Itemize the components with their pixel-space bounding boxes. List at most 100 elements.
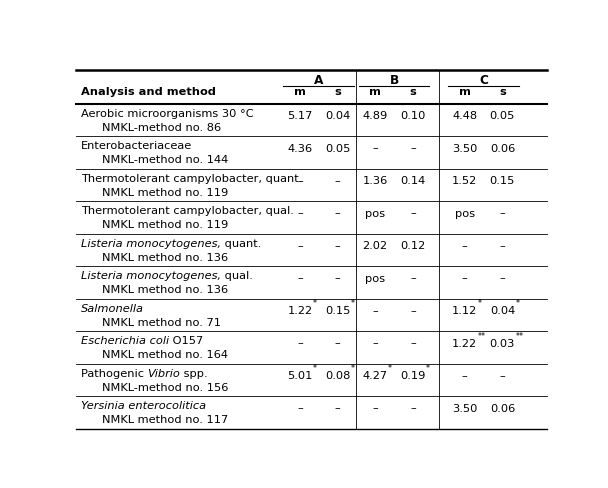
Text: –: – <box>297 404 303 413</box>
Text: –: – <box>462 371 468 381</box>
Text: 0.10: 0.10 <box>400 111 426 121</box>
Text: NMKL method no. 119: NMKL method no. 119 <box>102 188 228 198</box>
Text: *: * <box>478 300 482 308</box>
Text: 1.36: 1.36 <box>362 176 388 186</box>
Text: m: m <box>369 87 381 98</box>
Text: 0.15: 0.15 <box>325 306 350 316</box>
Text: 2.02: 2.02 <box>362 241 388 251</box>
Text: *: * <box>351 300 354 308</box>
Text: –: – <box>410 208 416 219</box>
Text: C: C <box>479 74 488 86</box>
Text: 4.89: 4.89 <box>362 111 388 121</box>
Text: –: – <box>334 241 340 251</box>
Text: –: – <box>410 273 416 284</box>
Text: *: * <box>516 300 519 308</box>
Text: –: – <box>297 208 303 219</box>
Text: m: m <box>459 87 471 98</box>
Text: NMKL method no. 117: NMKL method no. 117 <box>102 415 228 426</box>
Text: m: m <box>294 87 306 98</box>
Text: NMKL-method no. 156: NMKL-method no. 156 <box>102 383 228 393</box>
Text: B: B <box>390 74 399 86</box>
Text: 4.48: 4.48 <box>452 111 477 121</box>
Text: Aerobic microorganisms 30 °C: Aerobic microorganisms 30 °C <box>81 108 254 119</box>
Text: –: – <box>297 176 303 186</box>
Text: 0.06: 0.06 <box>490 143 515 154</box>
Text: 4.27: 4.27 <box>362 371 388 381</box>
Text: –: – <box>410 404 416 413</box>
Text: –: – <box>334 339 340 348</box>
Text: pos: pos <box>365 208 385 219</box>
Text: 0.08: 0.08 <box>325 371 350 381</box>
Text: **: ** <box>516 332 523 341</box>
Text: NMKL method no. 119: NMKL method no. 119 <box>102 221 228 230</box>
Text: 3.50: 3.50 <box>452 143 477 154</box>
Text: 0.05: 0.05 <box>325 143 350 154</box>
Text: –: – <box>410 339 416 348</box>
Text: –: – <box>372 306 378 316</box>
Text: 0.03: 0.03 <box>490 339 515 348</box>
Text: –: – <box>462 241 468 251</box>
Text: 0.05: 0.05 <box>490 111 515 121</box>
Text: NMKL method no. 136: NMKL method no. 136 <box>102 285 228 295</box>
Text: –: – <box>334 176 340 186</box>
Text: *: * <box>389 365 392 373</box>
Text: –: – <box>500 371 505 381</box>
Text: NMKL-method no. 144: NMKL-method no. 144 <box>102 155 228 165</box>
Text: O157: O157 <box>169 336 203 346</box>
Text: qual.: qual. <box>221 271 253 281</box>
Text: Pathogenic: Pathogenic <box>81 368 147 379</box>
Text: –: – <box>500 208 505 219</box>
Text: 5.01: 5.01 <box>287 371 313 381</box>
Text: –: – <box>372 143 378 154</box>
Text: *: * <box>426 365 430 373</box>
Text: –: – <box>297 339 303 348</box>
Text: s: s <box>334 87 341 98</box>
Text: *: * <box>313 300 317 308</box>
Text: NMKL method no. 164: NMKL method no. 164 <box>102 350 228 360</box>
Text: Listeria monocytogenes,: Listeria monocytogenes, <box>81 271 221 281</box>
Text: pos: pos <box>365 273 385 284</box>
Text: 1.22: 1.22 <box>287 306 313 316</box>
Text: 0.19: 0.19 <box>400 371 426 381</box>
Text: 0.12: 0.12 <box>400 241 426 251</box>
Text: NMKL method no. 71: NMKL method no. 71 <box>102 318 221 328</box>
Text: Yersinia enterocolitica: Yersinia enterocolitica <box>81 401 206 411</box>
Text: –: – <box>372 339 378 348</box>
Text: s: s <box>410 87 416 98</box>
Text: 3.50: 3.50 <box>452 404 477 413</box>
Text: Listeria monocytogenes,: Listeria monocytogenes, <box>81 239 221 248</box>
Text: 4.36: 4.36 <box>287 143 313 154</box>
Text: –: – <box>410 306 416 316</box>
Text: 1.22: 1.22 <box>452 339 477 348</box>
Text: 1.12: 1.12 <box>452 306 477 316</box>
Text: Escherichia coli: Escherichia coli <box>81 336 169 346</box>
Text: –: – <box>500 273 505 284</box>
Text: 0.15: 0.15 <box>490 176 515 186</box>
Text: –: – <box>334 404 340 413</box>
Text: 0.14: 0.14 <box>400 176 426 186</box>
Text: –: – <box>297 273 303 284</box>
Text: spp.: spp. <box>180 368 208 379</box>
Text: Thermotolerant campylobacter, quant.: Thermotolerant campylobacter, quant. <box>81 174 302 183</box>
Text: 1.52: 1.52 <box>452 176 477 186</box>
Text: –: – <box>297 241 303 251</box>
Text: pos: pos <box>455 208 475 219</box>
Text: 0.04: 0.04 <box>325 111 350 121</box>
Text: –: – <box>372 404 378 413</box>
Text: 0.06: 0.06 <box>490 404 515 413</box>
Text: NMKL-method no. 86: NMKL-method no. 86 <box>102 123 221 133</box>
Text: NMKL method no. 136: NMKL method no. 136 <box>102 253 228 263</box>
Text: 0.04: 0.04 <box>490 306 515 316</box>
Text: 5.17: 5.17 <box>287 111 313 121</box>
Text: quant.: quant. <box>221 239 261 248</box>
Text: –: – <box>334 273 340 284</box>
Text: Enterobacteriaceae: Enterobacteriaceae <box>81 141 192 151</box>
Text: **: ** <box>478 332 486 341</box>
Text: –: – <box>410 143 416 154</box>
Text: s: s <box>499 87 506 98</box>
Text: A: A <box>314 74 323 86</box>
Text: –: – <box>462 273 468 284</box>
Text: *: * <box>351 365 354 373</box>
Text: *: * <box>313 365 317 373</box>
Text: Salmonella: Salmonella <box>81 304 143 314</box>
